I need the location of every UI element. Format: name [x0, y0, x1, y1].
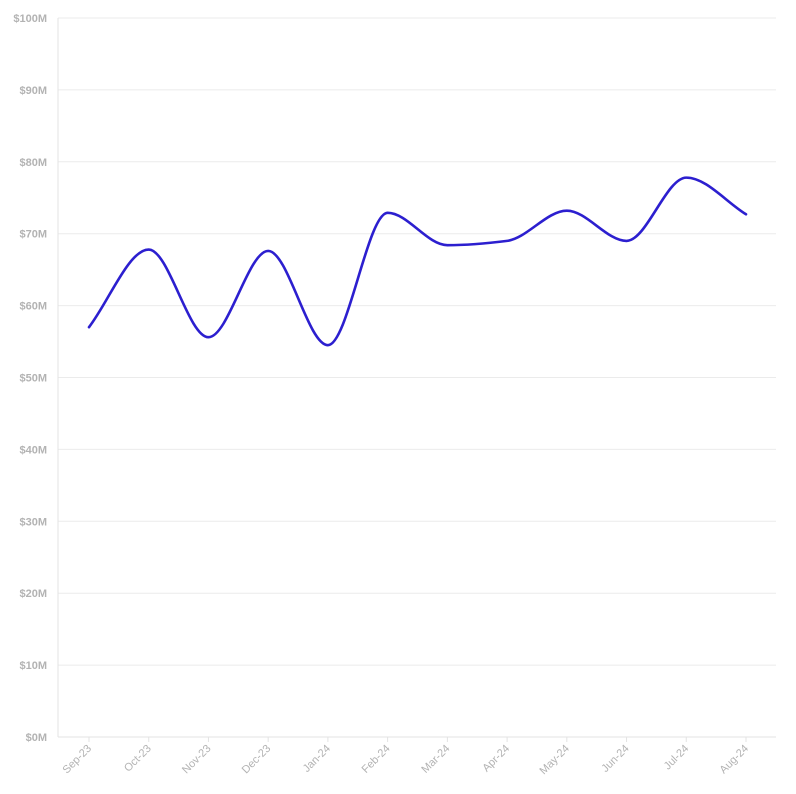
data-point	[744, 212, 748, 216]
data-point	[386, 211, 390, 215]
series-line	[87, 176, 748, 347]
x-tick-label: Feb-24	[360, 743, 393, 776]
y-tick-label: $90M	[19, 85, 47, 97]
y-tick-label: $10M	[19, 660, 47, 672]
y-tick-label: $50M	[19, 373, 47, 385]
y-axis-tick-labels: $0M $10M $20M $30M $40M $50M $60M $70M $80M $90M $…	[13, 13, 47, 744]
y-tick-label: $70M	[19, 229, 47, 241]
data-point	[326, 343, 330, 347]
axes	[57, 18, 776, 742]
data-point	[445, 243, 449, 247]
data-point	[625, 239, 629, 243]
data-point	[505, 239, 509, 243]
data-point	[87, 325, 91, 329]
x-tick-label: Jan-24	[301, 743, 333, 775]
x-tick-label: Nov-23	[180, 743, 214, 777]
data-point	[206, 335, 210, 339]
x-tick-label: Mar-24	[419, 743, 452, 776]
data-point	[266, 249, 270, 253]
x-tick-label: Jun-24	[599, 743, 631, 775]
x-tick-label: Apr-24	[480, 743, 512, 775]
gridlines	[58, 17, 776, 666]
data-point	[565, 209, 569, 213]
x-tick-label: Aug-24	[718, 743, 752, 777]
x-axis-tick-labels: Sep-23 Oct-23 Nov-23 Dec-23 Jan-24 Feb-24 Mar-…	[61, 743, 752, 777]
y-tick-label: $0M	[26, 732, 47, 744]
y-tick-label: $20M	[19, 588, 47, 600]
data-point	[684, 176, 688, 180]
series-layer	[87, 176, 748, 347]
x-tick-label: Dec-23	[240, 743, 274, 777]
x-tick-label: Sep-23	[61, 743, 95, 777]
data-point	[147, 248, 151, 252]
y-tick-label: $30M	[19, 516, 47, 528]
x-tick-label: May-24	[538, 743, 572, 777]
y-tick-label: $40M	[19, 444, 47, 456]
y-tick-label: $60M	[19, 301, 47, 313]
y-tick-label: $100M	[13, 13, 47, 25]
x-tick-label: Oct-23	[122, 743, 154, 775]
x-tick-label: Jul-24	[662, 743, 692, 773]
y-tick-label: $80M	[19, 157, 47, 169]
